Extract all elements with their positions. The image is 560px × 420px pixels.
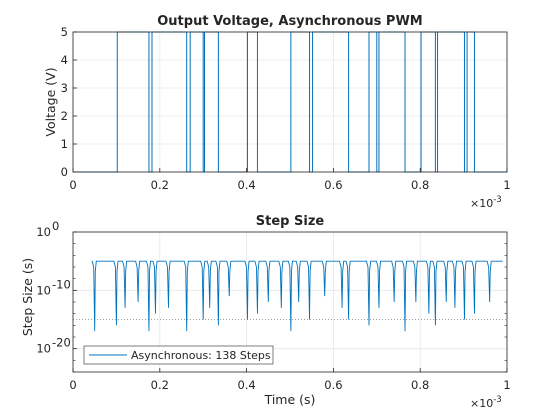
stepsize-y-label: Step Size (s) xyxy=(20,258,35,336)
voltage-x-exponent-power: -3 xyxy=(493,195,501,205)
voltage-y-tick-label: 4 xyxy=(61,53,68,67)
stepsize-x-tick-label: 0.6 xyxy=(324,378,342,392)
voltage-y-tick-label: 0 xyxy=(61,165,68,179)
stepsize-y-tick-exponent: -10 xyxy=(52,277,71,291)
stepsize-y-tick-label: 10 xyxy=(36,283,51,297)
legend-box xyxy=(83,345,274,365)
stepsize-x-exponent-power: -3 xyxy=(493,395,501,405)
stepsize-y-tick-exponent: -20 xyxy=(52,336,71,350)
stepsize-x-tick-label: 0.2 xyxy=(151,378,169,392)
voltage-y-tick-label: 2 xyxy=(61,109,68,123)
voltage-y-tick-label: 3 xyxy=(61,81,68,95)
voltage-x-exponent: ×10-3 xyxy=(470,195,502,210)
stepsize-x-tick-label: 0 xyxy=(69,378,76,392)
voltage-x-ticks: 0 0.2 0.4 0.6 0.8 1 xyxy=(69,168,511,192)
voltage-x-tick-label: 0.2 xyxy=(151,178,169,192)
stepsize-x-label: Time (s) xyxy=(264,392,316,407)
stepsize-x-ticks: 0 0.2 0.4 0.6 0.8 1 xyxy=(69,368,511,392)
voltage-y-ticks: 0 1 2 3 4 5 xyxy=(61,25,77,179)
stepsize-x-tick-label: 1 xyxy=(503,378,510,392)
voltage-y-tick-label: 1 xyxy=(61,137,68,151)
voltage-x-exponent-base: ×10 xyxy=(470,197,493,210)
stepsize-x-exponent: ×10-3 xyxy=(470,395,502,410)
voltage-x-tick-label: 0.6 xyxy=(324,178,342,192)
voltage-x-tick-label: 0.8 xyxy=(411,178,429,192)
stepsize-y-tick-label: 10 xyxy=(36,342,51,356)
stepsize-y-tick-label: 10 xyxy=(36,225,51,239)
voltage-x-tick-label: 0 xyxy=(69,178,76,192)
legend-label: Asynchronous: 138 Steps xyxy=(131,349,271,362)
voltage-axes-box xyxy=(72,31,508,173)
stepsize-x-tick-label: 0.4 xyxy=(237,378,255,392)
voltage-x-tick-label: 1 xyxy=(503,178,510,192)
voltage-plot-area xyxy=(73,32,507,172)
voltage-y-label: Voltage (V) xyxy=(43,67,58,136)
stepsize-x-tick-label: 0.8 xyxy=(411,378,429,392)
voltage-title: Output Voltage, Asynchronous PWM xyxy=(157,14,422,29)
stepsize-x-exponent-base: ×10 xyxy=(470,397,493,410)
voltage-y-tick-label: 5 xyxy=(61,25,68,39)
voltage-x-tick-label: 0.4 xyxy=(237,178,255,192)
stepsize-series-line xyxy=(91,260,503,332)
stepsize-y-tick-exponent: 0 xyxy=(52,219,59,233)
legend: Asynchronous: 138 Steps xyxy=(83,345,274,365)
stepsize-series xyxy=(91,260,503,332)
voltage-axes: 0 0.2 0.4 0.6 0.8 1 0 1 2 3 4 5 Output Voltage, As… xyxy=(43,14,511,210)
stepsize-title: Step Size xyxy=(256,214,325,229)
